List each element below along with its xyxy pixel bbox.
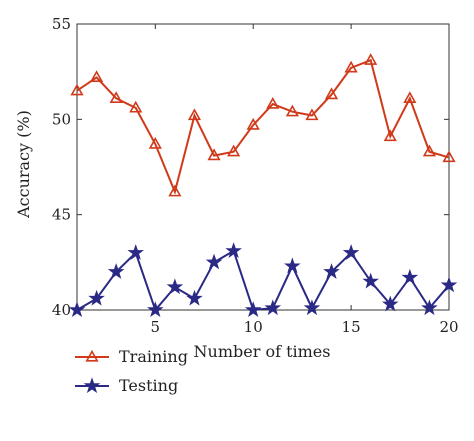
- testing-point: [342, 244, 360, 260]
- training-point: [207, 148, 221, 161]
- testing-point: [362, 272, 379, 289]
- testing-point: [421, 299, 438, 316]
- training-point: [383, 129, 397, 142]
- plot-frame: [76, 23, 450, 311]
- legend-label-training: Training: [119, 347, 188, 366]
- training-point: [442, 150, 456, 163]
- testing-point: [323, 263, 340, 279]
- legend-item-testing: Testing: [75, 376, 178, 395]
- training-point: [70, 83, 84, 96]
- x-tick-label: 20: [439, 318, 458, 336]
- testing-point: [147, 301, 164, 318]
- testing-point: [284, 257, 301, 274]
- series-training: [70, 53, 456, 197]
- series-testing: [68, 242, 458, 318]
- testing-point: [107, 263, 125, 279]
- legend-label-testing: Testing: [119, 376, 178, 395]
- testing-point: [225, 242, 242, 258]
- testing-point: [166, 278, 184, 295]
- testing-line: [76, 249, 450, 312]
- axis-ticks: 5 10 15 20 40 45 50 55: [52, 15, 459, 336]
- training-point: [227, 144, 241, 157]
- training-point: [168, 184, 182, 197]
- testing-point: [244, 301, 262, 318]
- testing-point: [205, 253, 223, 270]
- training-point: [403, 91, 417, 104]
- testing-point: [88, 289, 105, 306]
- training-point: [148, 136, 162, 149]
- training-line: [76, 58, 450, 195]
- training-point: [89, 70, 104, 83]
- testing-point: [68, 301, 86, 318]
- training-point: [344, 60, 358, 73]
- testing-point: [264, 299, 282, 316]
- legend: Training Testing: [75, 347, 188, 395]
- training-point: [109, 91, 123, 104]
- legend-marker-testing: [83, 377, 101, 394]
- legend-item-training: Training: [75, 347, 188, 366]
- training-point: [129, 100, 143, 113]
- training-point: [266, 96, 280, 109]
- training-point: [305, 108, 319, 121]
- testing-point: [381, 295, 399, 312]
- y-axis-title: Accuracy (%): [14, 110, 33, 219]
- y-tick-label: 50: [52, 110, 71, 128]
- testing-point: [303, 299, 321, 316]
- x-tick-label: 5: [151, 318, 161, 336]
- series-layer: [68, 53, 458, 318]
- x-axis-title: Number of times: [194, 342, 331, 361]
- y-tick-label: 45: [52, 206, 71, 224]
- testing-point: [440, 276, 458, 293]
- training-point: [187, 108, 202, 121]
- testing-point: [127, 244, 145, 260]
- plot-border: [76, 23, 450, 311]
- y-tick-label: 40: [52, 301, 71, 319]
- training-point: [285, 104, 299, 117]
- testing-point: [401, 268, 419, 285]
- training-point: [246, 117, 260, 130]
- testing-point: [186, 289, 203, 306]
- x-tick-label: 10: [244, 318, 263, 336]
- training-point: [422, 144, 437, 157]
- training-point: [324, 87, 339, 100]
- y-tick-label: 55: [52, 15, 71, 33]
- legend-marker-training: [85, 349, 99, 362]
- training-point: [364, 53, 378, 65]
- x-tick-label: 15: [342, 318, 361, 336]
